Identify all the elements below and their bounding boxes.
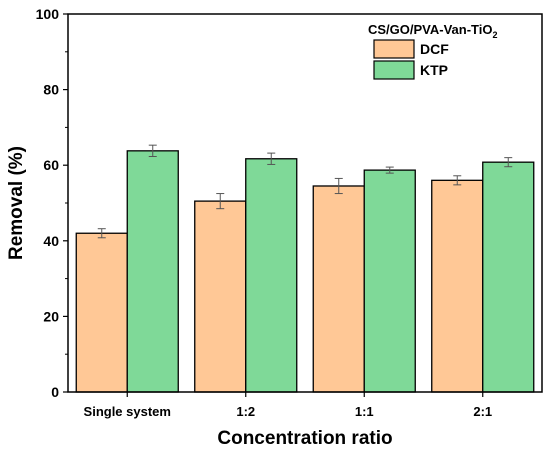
error-bars-layer	[97, 144, 513, 239]
error-bar-dcf-single-system	[97, 228, 106, 239]
error-bar-dcf-1-2	[216, 193, 225, 210]
bar-dcf-1-2	[194, 200, 247, 393]
x-tick-label-2-1: 2:1	[473, 404, 492, 419]
y-axis-label: Removal (%)	[6, 146, 27, 260]
bar-dcf-single-system	[75, 232, 128, 393]
bar-ktp-1-2	[245, 158, 298, 393]
bars-layer	[75, 150, 535, 393]
y-tick-label-100: 100	[36, 6, 60, 22]
error-bar-dcf-1-1	[334, 177, 343, 195]
y-tick-label-40: 40	[43, 233, 59, 249]
y-tick-label-0: 0	[51, 384, 59, 400]
legend-swatch-ktp	[373, 60, 415, 80]
bar-dcf-1-1	[312, 185, 365, 393]
x-tick-label-single-system: Single system	[84, 404, 171, 419]
legend-title-main: CS/GO/PVA-Van-TiO	[368, 22, 492, 37]
error-bar-ktp-1-2	[267, 152, 276, 165]
error-bar-dcf-2-1	[453, 175, 462, 186]
x-axis: Single system 1:2 1:1 2:1	[84, 392, 492, 419]
error-bar-ktp-2-1	[504, 157, 513, 168]
x-tick-label-1-2: 1:2	[236, 404, 255, 419]
legend-title: CS/GO/PVA-Van-TiO2	[368, 22, 498, 40]
error-bar-ktp-1-1	[385, 166, 394, 174]
x-axis-label: Concentration ratio	[217, 428, 392, 449]
legend-title-subscript: 2	[492, 30, 497, 40]
bar-ktp-2-1	[482, 161, 535, 393]
legend-label-dcf: DCF	[420, 41, 449, 57]
error-bar-ktp-single-system	[148, 144, 157, 158]
legend-label-ktp: KTP	[420, 62, 448, 78]
y-axis: 0 20 40 60 80 100	[36, 6, 68, 400]
x-tick-label-1-1: 1:1	[355, 404, 374, 419]
legend: CS/GO/PVA-Van-TiO2 DCF KTP	[368, 22, 498, 80]
bar-ktp-1-1	[363, 169, 416, 393]
y-tick-label-80: 80	[43, 82, 59, 98]
legend-swatch-dcf	[373, 39, 415, 59]
bar-ktp-single-system	[126, 150, 179, 393]
y-tick-label-60: 60	[43, 157, 59, 173]
legend-items: DCF KTP	[373, 39, 449, 80]
bar-dcf-2-1	[431, 179, 484, 393]
y-tick-label-20: 20	[43, 308, 59, 324]
